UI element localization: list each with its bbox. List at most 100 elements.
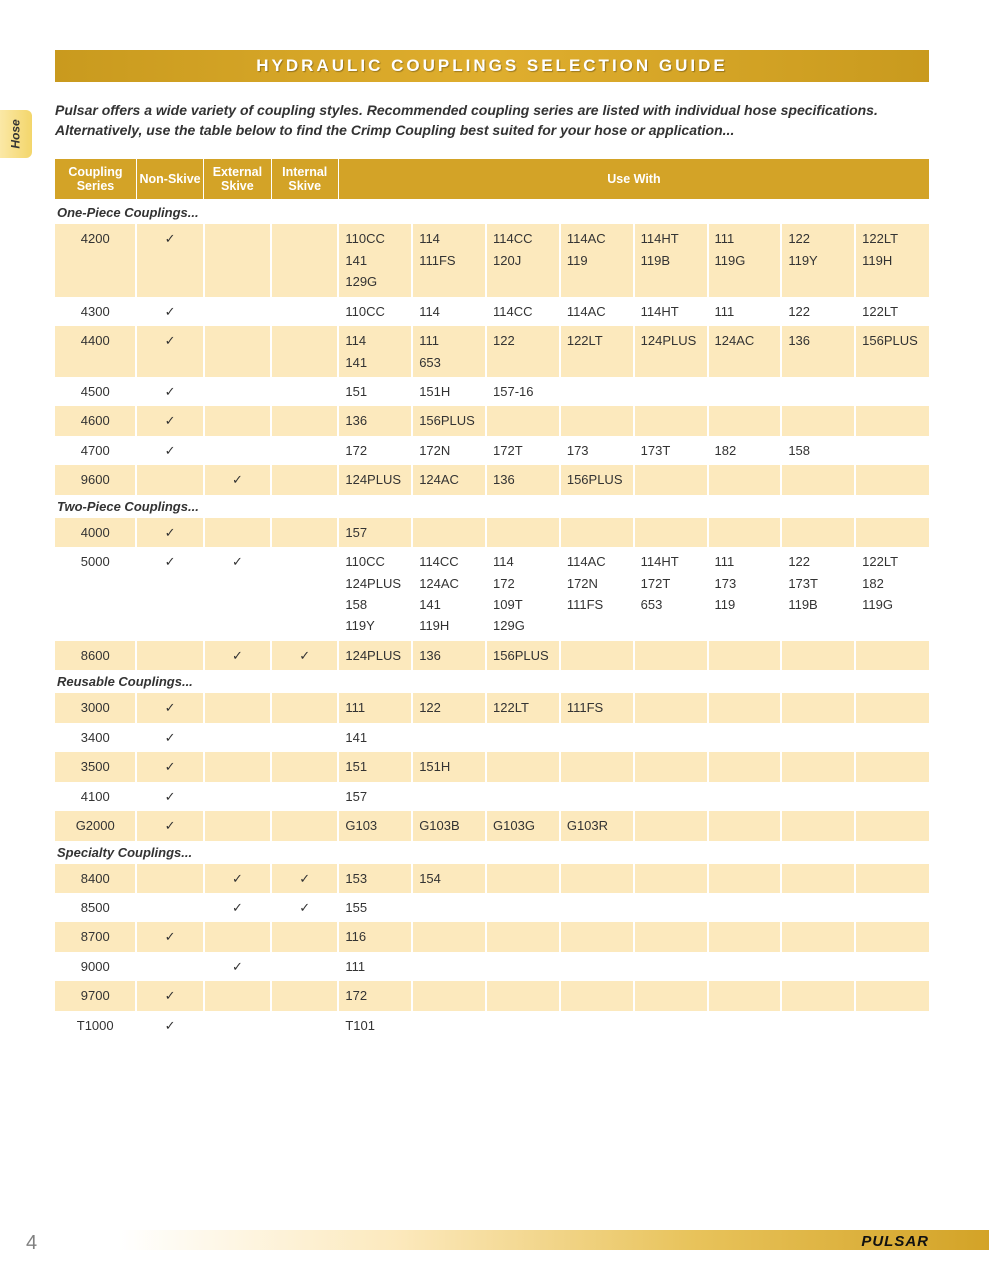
cell-series: 4000 xyxy=(55,518,136,547)
cell-non-skive: ✓ xyxy=(136,518,203,547)
cell-use-with: 124PLUS xyxy=(634,326,708,377)
cell-use-with xyxy=(486,864,560,893)
page-number: 4 xyxy=(26,1232,37,1255)
cell-use-with xyxy=(560,893,634,922)
col-coupling-series: CouplingSeries xyxy=(55,159,136,201)
cell-use-with: G103G xyxy=(486,811,560,840)
cell-use-with xyxy=(412,723,486,752)
section-row: Specialty Couplings... xyxy=(55,841,929,864)
cell-non-skive: ✓ xyxy=(136,693,203,722)
cell-int-skive: ✓ xyxy=(271,893,338,922)
table-row: 4000✓157 xyxy=(55,518,929,547)
cell-int-skive xyxy=(271,1011,338,1040)
cell-ext-skive xyxy=(204,693,271,722)
cell-series: 4700 xyxy=(55,436,136,465)
cell-int-skive: ✓ xyxy=(271,641,338,670)
cell-use-with: T101 xyxy=(338,1011,412,1040)
cell-use-with: 114CC120J xyxy=(486,224,560,296)
cell-use-with xyxy=(634,377,708,406)
cell-ext-skive xyxy=(204,326,271,377)
cell-use-with xyxy=(708,864,782,893)
cell-use-with: 114172109T129G xyxy=(486,547,560,641)
cell-use-with: 122173T119B xyxy=(781,547,855,641)
cell-use-with xyxy=(708,723,782,752)
cell-use-with: 114CC124AC141119H xyxy=(412,547,486,641)
cell-use-with xyxy=(855,864,929,893)
cell-int-skive xyxy=(271,952,338,981)
table-body: One-Piece Couplings...4200✓110CC141129G1… xyxy=(55,200,929,1040)
cell-use-with xyxy=(560,864,634,893)
cell-non-skive: ✓ xyxy=(136,752,203,781)
cell-non-skive xyxy=(136,465,203,494)
cell-use-with: 141 xyxy=(338,723,412,752)
cell-non-skive: ✓ xyxy=(136,811,203,840)
cell-int-skive xyxy=(271,326,338,377)
cell-int-skive xyxy=(271,752,338,781)
cell-use-with xyxy=(781,641,855,670)
cell-use-with xyxy=(634,952,708,981)
cell-use-with: 122LT xyxy=(560,326,634,377)
cell-use-with xyxy=(855,981,929,1010)
cell-ext-skive: ✓ xyxy=(204,864,271,893)
col-use-with: Use With xyxy=(338,159,929,201)
col-non-skive: Non-Skive xyxy=(136,159,203,201)
cell-use-with: 114AC172N111FS xyxy=(560,547,634,641)
cell-non-skive xyxy=(136,641,203,670)
cell-use-with xyxy=(634,518,708,547)
cell-use-with: 114CC xyxy=(486,297,560,326)
cell-use-with xyxy=(708,406,782,435)
table-row: 8600✓✓124PLUS136156PLUS xyxy=(55,641,929,670)
cell-use-with: 111173119 xyxy=(708,547,782,641)
cell-use-with xyxy=(560,406,634,435)
cell-non-skive: ✓ xyxy=(136,224,203,296)
cell-use-with xyxy=(708,641,782,670)
cell-use-with xyxy=(560,377,634,406)
cell-use-with xyxy=(855,641,929,670)
cell-use-with: 110CC124PLUS158119Y xyxy=(338,547,412,641)
cell-use-with xyxy=(486,1011,560,1040)
cell-non-skive xyxy=(136,864,203,893)
cell-use-with xyxy=(708,1011,782,1040)
cell-use-with xyxy=(708,893,782,922)
cell-series: 3000 xyxy=(55,693,136,722)
cell-series: 4100 xyxy=(55,782,136,811)
cell-use-with xyxy=(781,952,855,981)
table-row: 4300✓110CC114114CC114AC114HT111122122LT xyxy=(55,297,929,326)
cell-int-skive xyxy=(271,922,338,951)
cell-use-with xyxy=(634,752,708,781)
cell-use-with: 136 xyxy=(486,465,560,494)
cell-series: 3500 xyxy=(55,752,136,781)
section-label: One-Piece Couplings... xyxy=(55,200,929,224)
cell-series: 4600 xyxy=(55,406,136,435)
cell-non-skive: ✓ xyxy=(136,547,203,641)
cell-use-with: 151H xyxy=(412,752,486,781)
cell-use-with xyxy=(486,893,560,922)
cell-use-with xyxy=(560,641,634,670)
table-row: T1000✓T101 xyxy=(55,1011,929,1040)
table-row: 4400✓114141111653122122LT124PLUS124AC136… xyxy=(55,326,929,377)
cell-int-skive xyxy=(271,547,338,641)
cell-ext-skive: ✓ xyxy=(204,547,271,641)
cell-use-with xyxy=(634,723,708,752)
cell-series: 9600 xyxy=(55,465,136,494)
cell-use-with xyxy=(855,465,929,494)
table-row: 4700✓172172N172T173173T182158 xyxy=(55,436,929,465)
cell-use-with xyxy=(781,723,855,752)
cell-use-with: 124AC xyxy=(708,326,782,377)
cell-use-with: 114AC119 xyxy=(560,224,634,296)
cell-int-skive xyxy=(271,811,338,840)
cell-use-with: 172 xyxy=(338,981,412,1010)
cell-use-with xyxy=(412,518,486,547)
cell-use-with xyxy=(855,436,929,465)
cell-use-with: G103R xyxy=(560,811,634,840)
cell-use-with xyxy=(560,723,634,752)
cell-non-skive: ✓ xyxy=(136,297,203,326)
cell-use-with: 151 xyxy=(338,377,412,406)
cell-use-with: 172N xyxy=(412,436,486,465)
section-row: Reusable Couplings... xyxy=(55,670,929,693)
cell-use-with xyxy=(855,1011,929,1040)
cell-use-with xyxy=(560,922,634,951)
cell-use-with xyxy=(634,782,708,811)
cell-use-with: 114AC xyxy=(560,297,634,326)
cell-non-skive: ✓ xyxy=(136,326,203,377)
